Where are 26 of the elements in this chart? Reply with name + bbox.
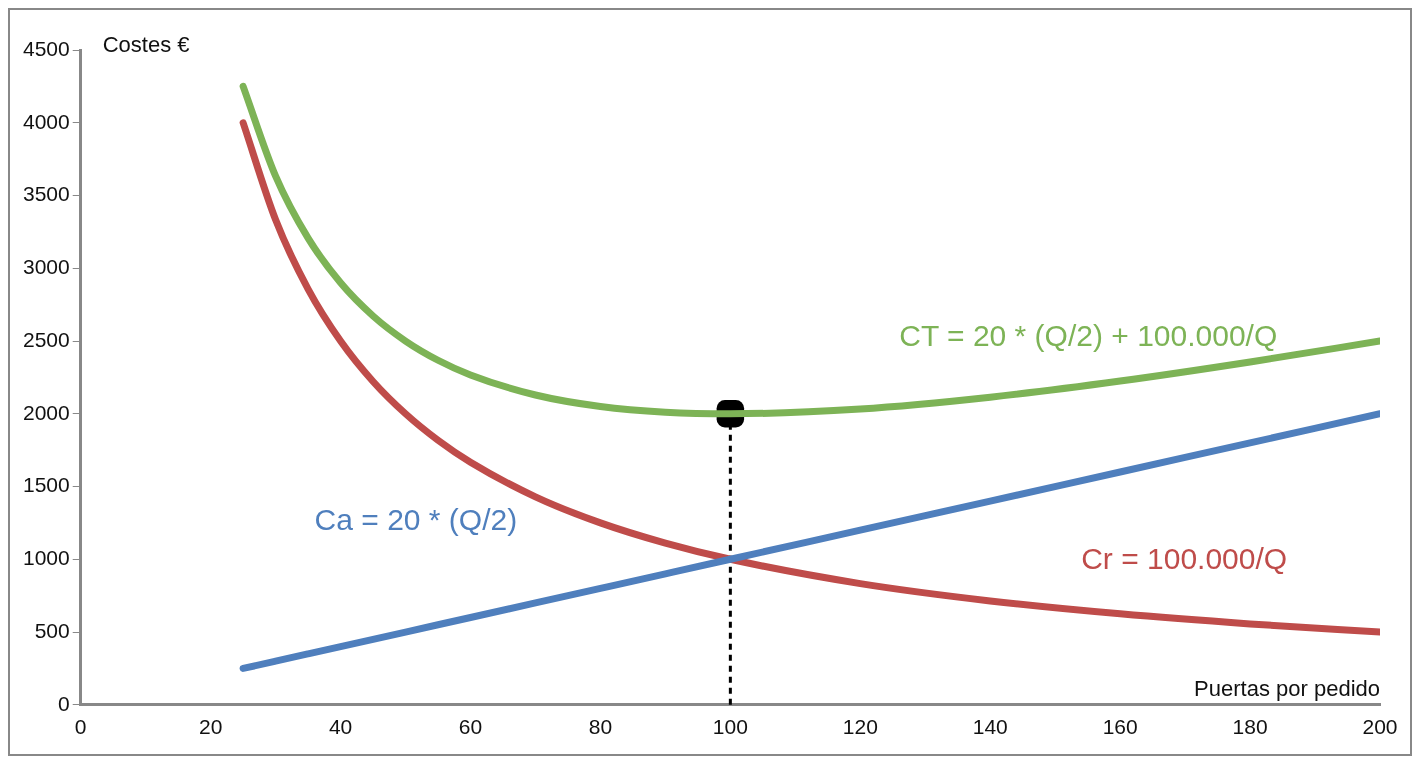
- series-label: Cr = 100.000/Q: [1081, 542, 1288, 576]
- y-axis-title: Costes €: [102, 32, 190, 58]
- text: Ca = 20 * (Q/2): [314, 502, 518, 536]
- x-tick-label: 160: [1102, 715, 1138, 739]
- x-tick-label: 0: [74, 715, 87, 739]
- x-tick-label: 120: [842, 715, 878, 739]
- y-tick-label: 1500: [23, 473, 70, 497]
- y-tick-label: 0: [58, 691, 70, 715]
- x-tick-label: 180: [1232, 715, 1268, 739]
- y-tick-label: 500: [34, 618, 70, 642]
- y-tick-label: 3500: [23, 182, 70, 206]
- x-tick-label: 200: [1362, 715, 1398, 739]
- x-tick-label: 40: [328, 715, 353, 739]
- y-tick-label: 2500: [23, 327, 70, 351]
- y-tick-label: 4500: [23, 36, 70, 60]
- x-tick-label: 100: [712, 715, 748, 739]
- y-tick-label: 3000: [23, 255, 70, 279]
- y-tick-label: 2000: [23, 400, 70, 424]
- x-tick-label: 140: [972, 715, 1008, 739]
- y-tick-label: 1000: [23, 546, 70, 570]
- x-tick-label: 60: [458, 715, 483, 739]
- x-tick-label: 80: [588, 715, 613, 739]
- series-label: CT = 20 * (Q/2) + 100.000/Q: [899, 319, 1278, 353]
- x-axis-title: Puertas por pedido: [1194, 675, 1380, 701]
- y-tick-label: 4000: [23, 109, 70, 133]
- x-tick-label: 20: [198, 715, 223, 739]
